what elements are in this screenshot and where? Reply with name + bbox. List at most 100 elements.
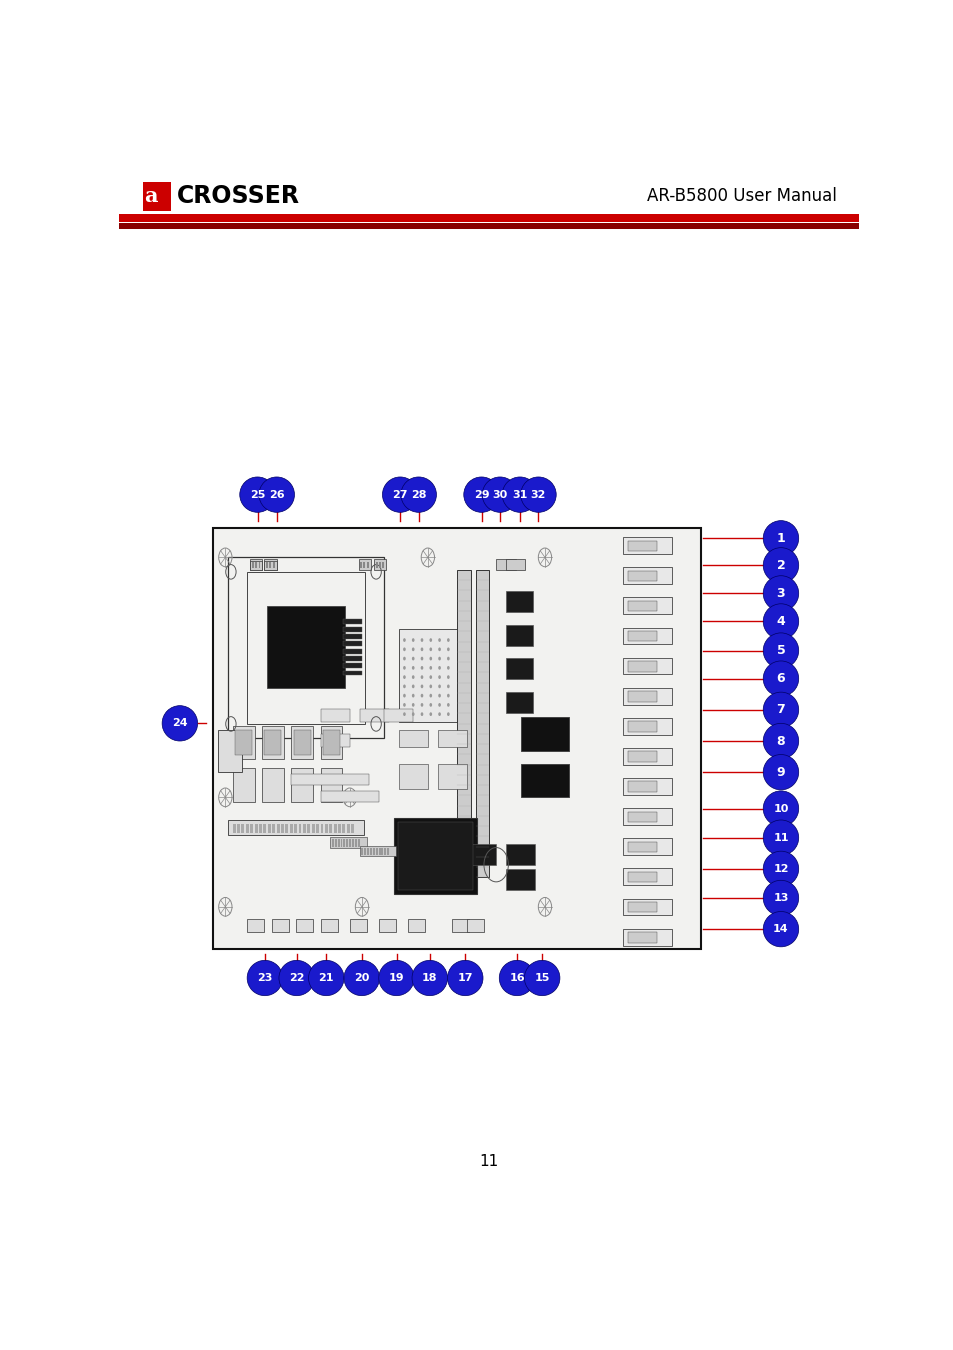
Bar — [367, 562, 369, 568]
Bar — [627, 540, 657, 551]
Ellipse shape — [278, 960, 314, 996]
Ellipse shape — [762, 755, 798, 790]
Circle shape — [420, 684, 423, 688]
Bar — [627, 571, 657, 582]
Bar — [360, 848, 362, 855]
Circle shape — [412, 656, 415, 660]
Circle shape — [403, 675, 405, 679]
Bar — [622, 628, 671, 644]
Ellipse shape — [400, 477, 436, 512]
Text: 13: 13 — [773, 892, 788, 903]
Ellipse shape — [447, 960, 482, 996]
Bar — [373, 848, 375, 855]
Circle shape — [429, 675, 432, 679]
Bar — [520, 717, 569, 751]
Bar — [437, 730, 466, 747]
Bar — [370, 848, 372, 855]
Bar — [397, 822, 472, 891]
Bar — [622, 748, 671, 765]
Bar — [250, 559, 262, 570]
Text: 1: 1 — [776, 532, 784, 545]
Circle shape — [420, 713, 423, 716]
Text: 12: 12 — [773, 864, 788, 873]
Text: 17: 17 — [457, 973, 473, 983]
Ellipse shape — [258, 477, 294, 512]
Bar — [329, 824, 332, 833]
Circle shape — [420, 694, 423, 698]
Bar — [325, 824, 328, 833]
Bar — [627, 662, 657, 671]
Text: 10: 10 — [773, 803, 788, 814]
Circle shape — [403, 666, 405, 670]
Circle shape — [447, 666, 449, 670]
Bar — [505, 659, 532, 679]
Circle shape — [447, 694, 449, 698]
Bar — [622, 838, 671, 855]
Bar — [357, 840, 359, 846]
Text: 6: 6 — [776, 672, 784, 686]
Text: 8: 8 — [776, 734, 784, 748]
Bar — [272, 824, 274, 833]
Circle shape — [429, 684, 432, 688]
Bar — [622, 778, 671, 795]
Bar — [398, 764, 427, 788]
Bar — [343, 840, 345, 846]
Bar — [335, 840, 336, 846]
Circle shape — [447, 675, 449, 679]
Bar — [262, 768, 284, 802]
Bar — [320, 824, 323, 833]
Bar — [247, 919, 264, 931]
Bar — [383, 709, 413, 721]
Text: 20: 20 — [354, 973, 369, 983]
Bar — [264, 730, 281, 755]
Ellipse shape — [762, 521, 798, 556]
Bar — [622, 899, 671, 915]
Bar — [505, 591, 532, 612]
Ellipse shape — [162, 706, 197, 741]
Bar — [505, 559, 525, 570]
Ellipse shape — [378, 960, 414, 996]
Ellipse shape — [501, 477, 537, 512]
Bar — [294, 730, 311, 755]
Bar — [622, 868, 671, 886]
Circle shape — [412, 675, 415, 679]
Bar — [505, 869, 535, 890]
Circle shape — [437, 656, 440, 660]
Bar — [246, 824, 249, 833]
Text: CROSSER: CROSSER — [176, 185, 299, 208]
Bar — [622, 718, 671, 734]
Text: 31: 31 — [512, 490, 527, 500]
Ellipse shape — [520, 477, 556, 512]
Ellipse shape — [762, 633, 798, 668]
Circle shape — [429, 639, 432, 643]
Bar — [350, 919, 367, 931]
Ellipse shape — [762, 880, 798, 915]
Ellipse shape — [762, 548, 798, 583]
Bar — [627, 811, 657, 822]
Ellipse shape — [762, 819, 798, 856]
Bar — [320, 709, 350, 721]
Circle shape — [420, 666, 423, 670]
Bar — [241, 824, 244, 833]
Bar — [267, 606, 345, 687]
Bar — [315, 824, 318, 833]
Bar — [269, 562, 271, 568]
Bar — [359, 845, 395, 856]
Text: AR-B5800 User Manual: AR-B5800 User Manual — [646, 188, 836, 205]
Circle shape — [403, 694, 405, 698]
Bar — [622, 657, 671, 675]
Text: 2: 2 — [776, 559, 784, 572]
Ellipse shape — [762, 852, 798, 887]
Bar — [627, 721, 657, 732]
Text: 15: 15 — [534, 973, 549, 983]
Text: 29: 29 — [474, 490, 489, 500]
Bar — [332, 840, 334, 846]
Bar — [259, 824, 262, 833]
Ellipse shape — [762, 911, 798, 946]
Text: 32: 32 — [530, 490, 545, 500]
Circle shape — [403, 639, 405, 643]
Bar — [627, 872, 657, 883]
Bar — [250, 824, 253, 833]
Bar — [119, 223, 858, 228]
Ellipse shape — [247, 960, 282, 996]
